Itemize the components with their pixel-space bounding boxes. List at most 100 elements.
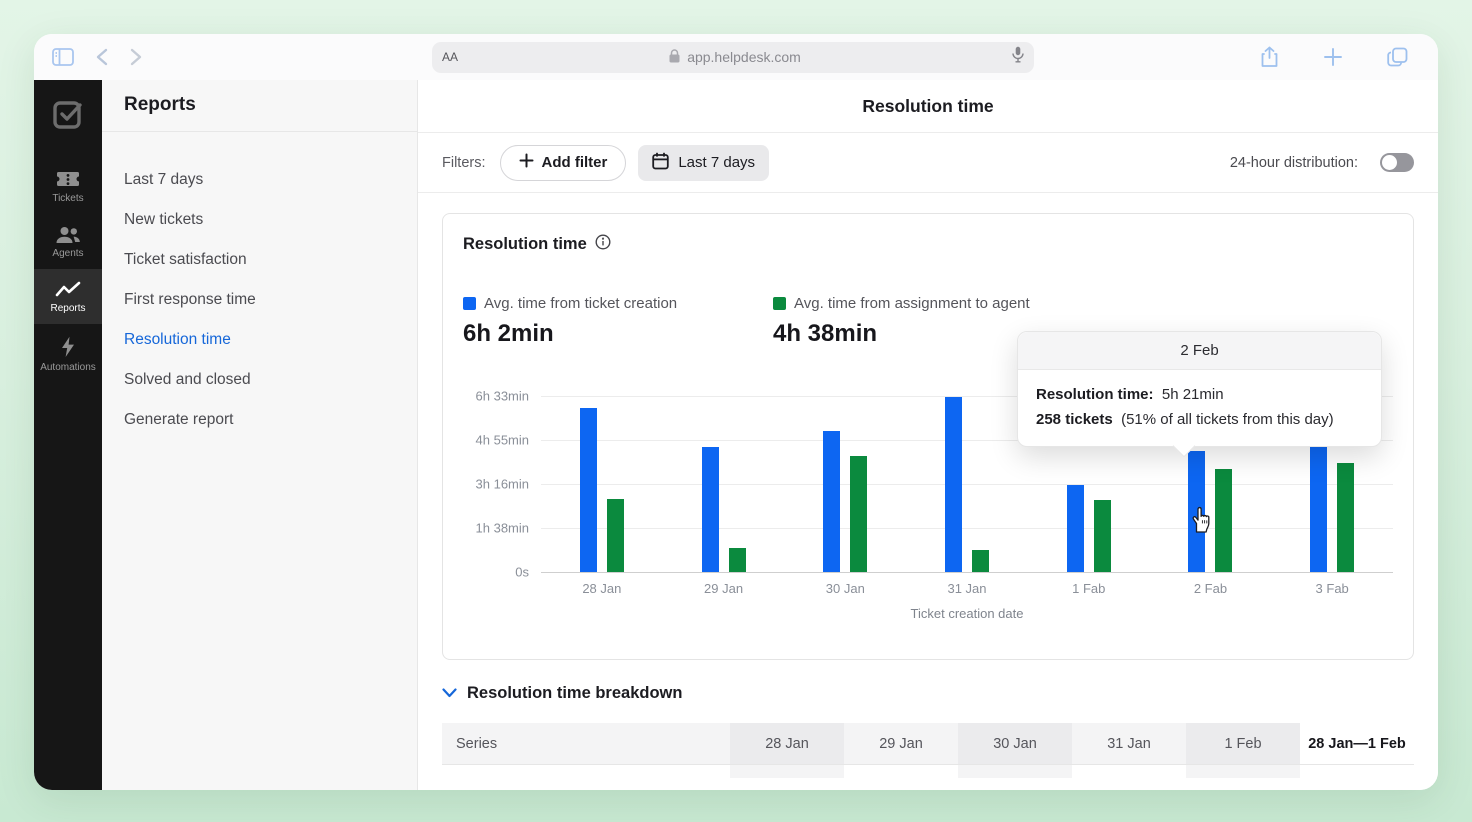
new-tab-icon[interactable] [1323, 47, 1343, 67]
breakdown-column-header[interactable]: 29 Jan [844, 723, 958, 764]
bar-group [906, 396, 1028, 572]
bar[interactable] [701, 446, 719, 572]
filters-label: Filters: [442, 154, 486, 171]
y-tick-label: 4h 55min [475, 432, 529, 448]
chart-plot [541, 396, 1393, 573]
rail-label: Reports [50, 303, 86, 314]
breakdown-column-header[interactable]: 28 Jan [730, 723, 844, 764]
bar[interactable] [1310, 431, 1328, 572]
rail-label: Automations [40, 362, 96, 373]
menu-item-generate-report[interactable]: Generate report [124, 411, 234, 428]
bar[interactable] [1188, 450, 1206, 572]
breakdown-cell [1186, 765, 1300, 778]
gridline [541, 572, 1393, 573]
bar[interactable] [1215, 468, 1233, 572]
24h-distribution-toggle[interactable] [1380, 153, 1414, 172]
main-content: Resolution time Filters: Add filter Last… [418, 80, 1438, 790]
tickets-icon [56, 170, 80, 189]
panel-title: Reports [102, 80, 417, 132]
menu-item-new-tickets[interactable]: New tickets [124, 211, 204, 228]
bar[interactable] [579, 408, 597, 572]
bar[interactable] [606, 499, 624, 572]
add-filter-button[interactable]: Add filter [499, 144, 627, 181]
breakdown-column-header[interactable]: 31 Jan [1072, 723, 1186, 764]
sidebar-item-tickets[interactable]: Tickets [34, 158, 102, 214]
legend-value-blue: 6h 2min [463, 320, 554, 347]
sidebar-item-automations[interactable]: Automations [34, 324, 102, 383]
url-text: app.helpdesk.com [687, 49, 801, 65]
bar[interactable] [1066, 484, 1084, 572]
info-icon[interactable] [595, 234, 611, 255]
sidebar-item-reports[interactable]: Reports [34, 269, 102, 324]
card-title: Resolution time [463, 235, 587, 253]
legend-value-green: 4h 38min [773, 320, 878, 347]
text-size-button[interactable]: AA [442, 50, 459, 64]
mic-icon[interactable] [1012, 46, 1024, 68]
menu-item-resolution-time[interactable]: Resolution time [124, 331, 231, 348]
bar-group [1150, 396, 1272, 572]
bar[interactable] [850, 456, 868, 572]
bar[interactable] [945, 396, 963, 572]
reports-icon [55, 281, 81, 299]
menu-item-solved-and-closed[interactable]: Solved and closed [124, 371, 251, 388]
gridline [541, 439, 1393, 441]
bar[interactable] [823, 430, 841, 572]
breakdown-partial-row [442, 764, 1414, 778]
breakdown-toggle[interactable]: Resolution time breakdown [418, 660, 1438, 723]
automations-icon [60, 336, 76, 358]
legend-swatch-green [773, 297, 786, 310]
bar[interactable] [728, 548, 746, 572]
24h-distribution-label: 24-hour distribution: [1229, 154, 1358, 171]
url-bar[interactable]: AA app.helpdesk.com [432, 41, 1034, 73]
gridline [541, 396, 1393, 397]
x-tick-label: 3 Fab [1315, 581, 1349, 596]
y-tick-label: 6h 33min [475, 388, 529, 404]
bar[interactable] [972, 550, 990, 572]
chart-tooltip: 2 Feb Resolution time: 5h 21min 258 tick… [1017, 331, 1382, 447]
rail-label: Tickets [52, 193, 84, 204]
tooltip-tickets-row: 258 tickets (51% of all tickets from thi… [1036, 411, 1334, 428]
breakdown-column-header[interactable]: 30 Jan [958, 723, 1072, 764]
app-logo[interactable] [34, 80, 102, 158]
resolution-time-card: Resolution time Avg. time from ticket cr… [442, 213, 1414, 660]
share-icon[interactable] [1260, 46, 1279, 68]
menu-item-last-7-days[interactable]: Last 7 days [124, 171, 204, 188]
browser-window: AA app.helpdesk.com [34, 34, 1438, 790]
sidebar-item-agents[interactable]: Agents [34, 214, 102, 269]
back-icon[interactable] [96, 48, 108, 66]
hand-cursor-icon [1188, 504, 1214, 539]
legend-assignment: Avg. time from assignment to agent 4h 38… [773, 295, 1030, 347]
forward-icon[interactable] [130, 48, 142, 66]
bar-group [1028, 396, 1150, 572]
breakdown-column-header[interactable]: Series [442, 723, 730, 764]
legend-swatch-blue [463, 297, 476, 310]
breakdown-table: Series 28 Jan 29 Jan 30 Jan 31 Jan 1 Feb 28 Ja… [442, 723, 1414, 778]
menu-item-first-response-time[interactable]: First response time [124, 291, 256, 308]
date-range-chip[interactable]: Last 7 days [638, 144, 770, 181]
browser-toolbar: AA app.helpdesk.com [34, 34, 1438, 80]
bar[interactable] [1093, 500, 1111, 572]
page-header: Resolution time [418, 80, 1438, 133]
agents-icon [55, 226, 81, 244]
bar-group [1271, 396, 1393, 572]
y-tick-label: 0s [515, 564, 529, 580]
breakdown-cell [958, 765, 1072, 778]
tabs-icon[interactable] [1387, 47, 1408, 67]
x-tick-label: 31 Jan [947, 581, 987, 596]
icon-rail: Tickets Agents Reports Automations [34, 80, 102, 790]
tooltip-resolution-row: Resolution time: 5h 21min [1036, 386, 1224, 403]
breakdown-column-header[interactable]: 28 Jan—1 Feb [1300, 723, 1414, 764]
breakdown-cell [442, 765, 730, 778]
gridline [541, 484, 1393, 486]
x-axis-title: Ticket creation date [910, 606, 1024, 621]
breakdown-column-header[interactable]: 1 Feb [1186, 723, 1300, 764]
sidebar-toggle-icon[interactable] [52, 48, 74, 66]
bar[interactable] [1337, 462, 1355, 572]
breakdown-header-row: Series 28 Jan 29 Jan 30 Jan 31 Jan 1 Feb 28 Ja… [442, 723, 1414, 764]
bar-group [784, 396, 906, 572]
lock-icon [669, 48, 680, 66]
menu-item-ticket-satisfaction[interactable]: Ticket satisfaction [124, 251, 247, 268]
filters-bar: Filters: Add filter Last 7 days 24-hour … [418, 133, 1438, 193]
chart-legend: Avg. time from ticket creation 6h 2min A… [463, 295, 1393, 348]
x-tick-label: 30 Jan [825, 581, 865, 596]
